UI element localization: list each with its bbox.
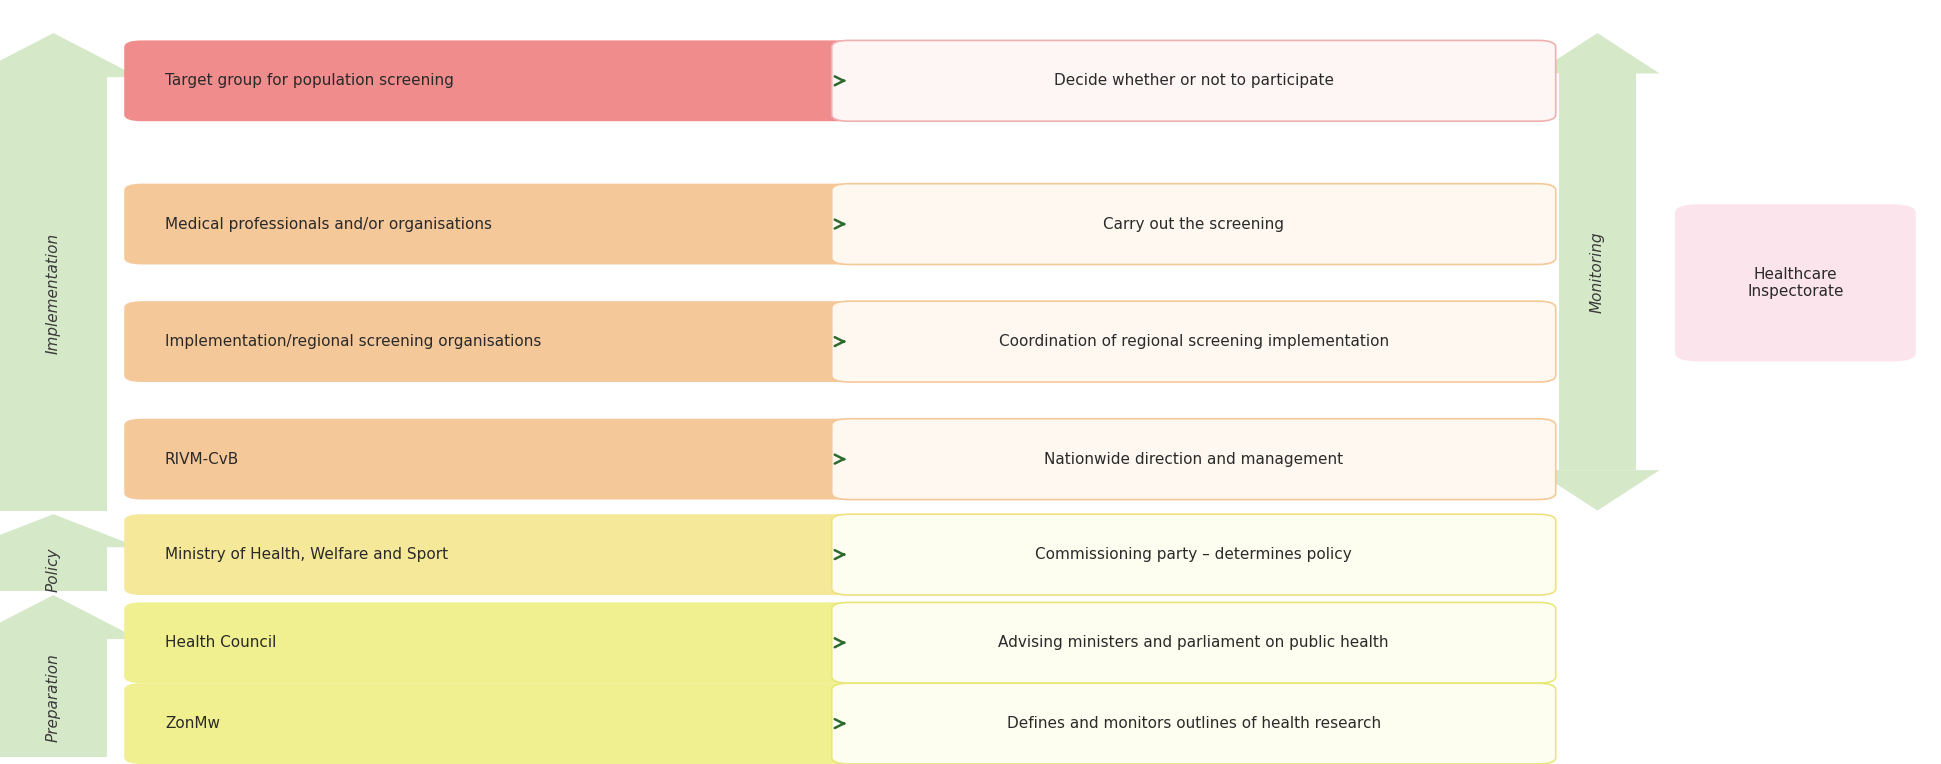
FancyBboxPatch shape (124, 683, 858, 764)
FancyBboxPatch shape (124, 40, 858, 121)
Polygon shape (0, 595, 140, 639)
Text: Carry out the screening: Carry out the screening (1102, 216, 1285, 231)
FancyBboxPatch shape (0, 547, 107, 591)
Text: ZonMw: ZonMw (165, 716, 219, 731)
Polygon shape (0, 33, 140, 77)
Text: Decide whether or not to participate: Decide whether or not to participate (1054, 73, 1333, 89)
FancyBboxPatch shape (0, 77, 107, 510)
Text: Healthcare
Inspectorate: Healthcare Inspectorate (1747, 267, 1844, 299)
FancyBboxPatch shape (124, 419, 858, 500)
Text: Coordination of regional screening implementation: Coordination of regional screening imple… (1000, 334, 1388, 349)
FancyBboxPatch shape (1675, 204, 1916, 361)
Text: Implementation/regional screening organisations: Implementation/regional screening organi… (165, 334, 542, 349)
FancyBboxPatch shape (124, 602, 858, 683)
Text: Advising ministers and parliament on public health: Advising ministers and parliament on pub… (998, 636, 1390, 650)
Text: Medical professionals and/or organisations: Medical professionals and/or organisatio… (165, 216, 491, 231)
Text: Target group for population screening: Target group for population screening (165, 73, 454, 89)
FancyBboxPatch shape (831, 183, 1557, 264)
Text: Monitoring: Monitoring (1590, 231, 1605, 312)
Text: Defines and monitors outlines of health research: Defines and monitors outlines of health … (1007, 716, 1380, 731)
Text: Ministry of Health, Welfare and Sport: Ministry of Health, Welfare and Sport (165, 547, 448, 562)
Text: Commissioning party – determines policy: Commissioning party – determines policy (1035, 547, 1353, 562)
Polygon shape (0, 514, 140, 547)
Text: Nationwide direction and management: Nationwide direction and management (1044, 452, 1343, 467)
Text: Implementation: Implementation (47, 233, 60, 354)
FancyBboxPatch shape (831, 514, 1557, 595)
Polygon shape (1535, 33, 1660, 73)
Text: RIVM-CvB: RIVM-CvB (165, 452, 239, 467)
FancyBboxPatch shape (124, 514, 858, 595)
FancyBboxPatch shape (124, 183, 858, 264)
FancyBboxPatch shape (1559, 73, 1636, 470)
FancyBboxPatch shape (831, 683, 1557, 764)
Text: Policy: Policy (47, 547, 60, 591)
Text: Health Council: Health Council (165, 636, 276, 650)
FancyBboxPatch shape (831, 301, 1557, 382)
FancyBboxPatch shape (831, 602, 1557, 683)
Text: Preparation: Preparation (47, 653, 60, 743)
FancyBboxPatch shape (831, 40, 1557, 121)
FancyBboxPatch shape (124, 301, 858, 382)
FancyBboxPatch shape (831, 419, 1557, 500)
FancyBboxPatch shape (0, 639, 107, 756)
Polygon shape (1535, 470, 1660, 510)
